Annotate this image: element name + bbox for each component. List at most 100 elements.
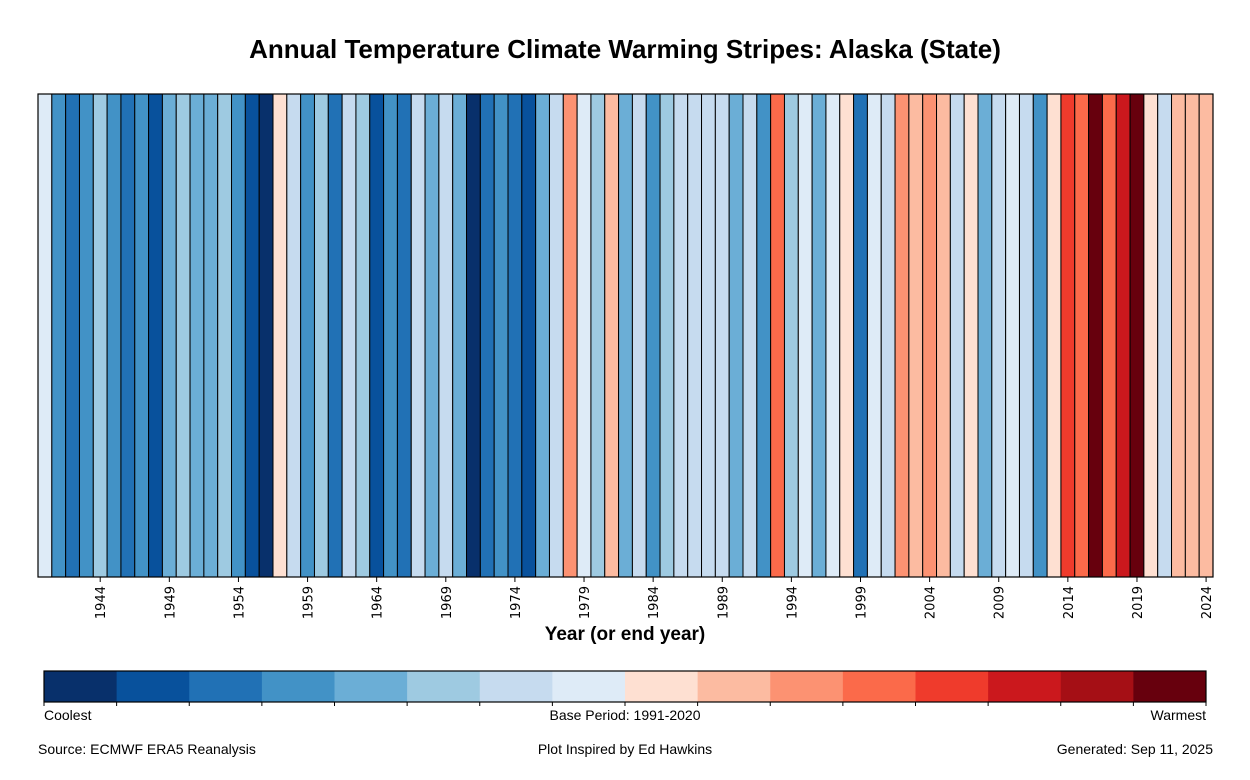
colorbar-swatch-15 <box>1133 671 1207 702</box>
x-tick-label: 1969 <box>440 586 455 619</box>
chart-title: Annual Temperature Climate Warming Strip… <box>249 34 1001 64</box>
stripe-1987 <box>687 93 703 578</box>
stripe-1976 <box>535 93 550 578</box>
x-tick-label: 2024 <box>1200 586 1215 619</box>
stripe-1958 <box>286 93 302 578</box>
stripe-1942 <box>65 93 80 578</box>
colorbar-swatch-2 <box>189 671 263 702</box>
x-tick-label: 1994 <box>785 586 800 619</box>
colorbar-swatch-3 <box>261 671 335 702</box>
stripe-1993 <box>770 93 785 578</box>
x-tick-label: 1989 <box>716 586 731 619</box>
stripe-2016 <box>1088 93 1103 578</box>
stripe-1966 <box>396 93 412 578</box>
stripe-1990 <box>728 93 744 578</box>
stripe-1994 <box>783 93 799 578</box>
stripe-1963 <box>355 93 371 578</box>
x-tick-label: 2004 <box>924 586 939 619</box>
colorbar-swatch-8 <box>625 671 699 702</box>
stripe-1955 <box>244 93 260 578</box>
stripe-2002 <box>894 93 910 578</box>
stripe-1989 <box>714 93 730 578</box>
x-tick-label: 2009 <box>993 586 1008 619</box>
colorbar-swatch-6 <box>479 671 553 702</box>
stripe-1971 <box>466 93 481 578</box>
stripe-1996 <box>811 93 827 578</box>
colorbar-swatch-10 <box>770 671 844 702</box>
colorbar-swatch-7 <box>552 671 626 702</box>
stripe-2022 <box>1171 93 1186 578</box>
credit-note: Plot Inspired by Ed Hawkins <box>537 741 713 757</box>
stripe-1977 <box>548 93 564 578</box>
stripe-2019 <box>1129 93 1145 578</box>
stripe-2007 <box>963 93 979 578</box>
stripe-2003 <box>908 93 924 578</box>
x-tick-label: 2014 <box>1062 586 1077 619</box>
stripe-1965 <box>383 93 398 578</box>
x-tick-label: 1984 <box>647 586 662 619</box>
stripe-1964 <box>369 93 385 578</box>
stripe-1945 <box>106 93 122 578</box>
stripe-1999 <box>853 93 868 578</box>
stripe-1944 <box>92 93 108 578</box>
colorbar <box>43 670 1207 706</box>
stripe-2004 <box>922 93 938 578</box>
stripe-1941 <box>51 93 67 578</box>
stripe-1947 <box>134 93 150 578</box>
stripe-2018 <box>1115 93 1131 578</box>
x-tick-label: 2019 <box>1131 586 1146 619</box>
stripe-1940 <box>37 93 53 578</box>
stripe-2013 <box>1046 93 1062 578</box>
stripe-1973 <box>493 93 509 578</box>
stripe-2015 <box>1074 93 1090 578</box>
stripe-1998 <box>839 93 855 578</box>
colorbar-swatch-11 <box>842 671 916 702</box>
stripe-1967 <box>410 93 426 578</box>
stripe-2005 <box>936 93 951 578</box>
colorbar-swatch-12 <box>915 671 989 702</box>
generated-date: Generated: Sep 11, 2025 <box>1056 741 1213 757</box>
stripe-1957 <box>272 93 288 578</box>
stripe-1978 <box>562 93 578 578</box>
x-tick-label: 1954 <box>232 586 247 619</box>
stripe-2009 <box>991 93 1007 578</box>
colorbar-swatch-14 <box>1060 671 1134 702</box>
stripe-1985 <box>659 93 675 578</box>
stripe-1950 <box>175 93 191 578</box>
colorbar-base-period-label: Base Period: 1991-2020 <box>549 707 701 723</box>
stripe-1949 <box>161 93 177 578</box>
colorbar-frame <box>43 670 1207 703</box>
colorbar-swatch-9 <box>697 671 771 702</box>
stripe-1954 <box>231 93 246 578</box>
stripe-1981 <box>604 93 620 578</box>
stripe-1961 <box>327 93 343 578</box>
stripe-1956 <box>258 93 274 578</box>
stripe-1991 <box>742 93 758 578</box>
stripe-1979 <box>576 93 592 578</box>
stripe-1992 <box>756 93 772 578</box>
stripe-1997 <box>825 93 841 578</box>
x-tick-label: 1949 <box>163 586 178 619</box>
x-tick-label: 1974 <box>509 586 524 619</box>
stripe-1975 <box>521 93 537 578</box>
stripe-2021 <box>1157 93 1173 578</box>
stripe-1959 <box>300 93 315 578</box>
source-note: Source: ECMWF ERA5 Reanalysis <box>38 741 256 757</box>
x-tick-label: 1944 <box>94 586 109 619</box>
stripe-1946 <box>120 93 136 578</box>
stripe-2012 <box>1032 93 1048 578</box>
stripe-1962 <box>341 93 357 578</box>
colorbar-coolest-label: Coolest <box>44 707 92 723</box>
stripe-2020 <box>1143 93 1159 578</box>
stripe-1974 <box>507 93 523 578</box>
stripe-2010 <box>1005 93 1020 578</box>
stripe-2008 <box>977 93 993 578</box>
stripe-1984 <box>645 93 661 578</box>
x-axis-ticks: 1944 1949 1954 1959 1964 1969 1974 1979 1984 1989… <box>94 577 1215 619</box>
stripe-1951 <box>189 93 205 578</box>
colorbar-swatch-4 <box>334 671 408 702</box>
colorbar-swatch-1 <box>116 671 190 702</box>
stripe-1980 <box>590 93 606 578</box>
stripe-1970 <box>452 93 468 578</box>
stripe-1968 <box>424 93 440 578</box>
